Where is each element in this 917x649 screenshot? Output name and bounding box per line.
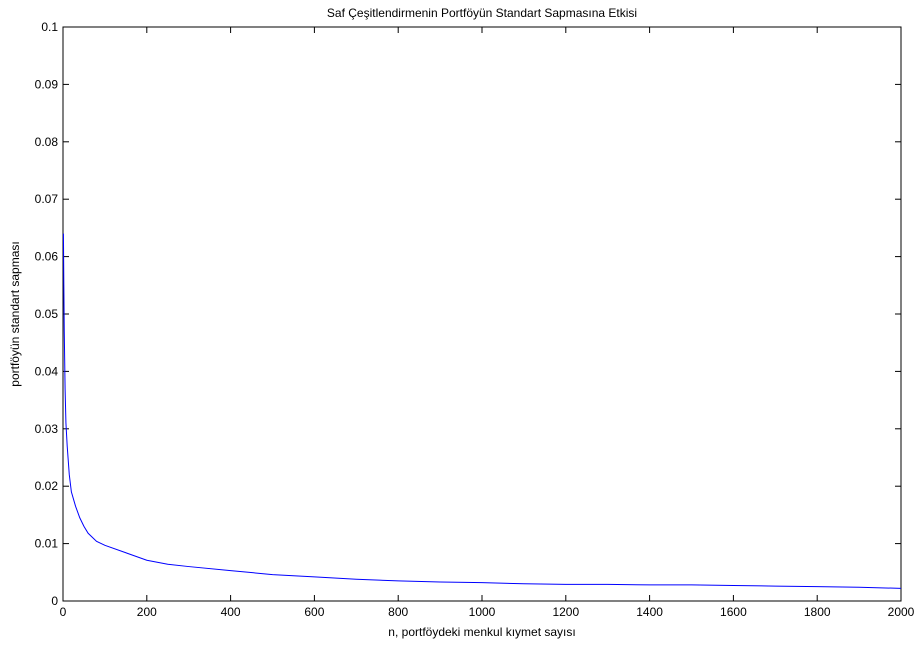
x-tick-label: 2000 — [888, 605, 915, 619]
y-tick-label: 0.05 — [35, 307, 59, 321]
series-line — [62, 233, 902, 589]
y-tick-label: 0.03 — [35, 422, 59, 436]
y-tick-label: 0.1 — [41, 20, 58, 34]
x-tick-label: 200 — [137, 605, 157, 619]
axis-ticks: 0 200 400 600 800 1000 1200 1400 1600 1800 2000 0 0.… — [35, 20, 915, 619]
y-tick-label: 0.07 — [35, 192, 59, 206]
y-tick-label: 0.09 — [35, 77, 59, 91]
x-tick-label: 0 — [60, 605, 67, 619]
y-tick-label: 0.04 — [35, 364, 59, 378]
y-tick-label: 0.08 — [35, 135, 59, 149]
plot-area-frame — [62, 26, 902, 602]
x-tick-label: 800 — [388, 605, 408, 619]
y-tick-label: 0.01 — [35, 537, 59, 551]
x-tick-label: 600 — [304, 605, 324, 619]
x-tick-label: 1600 — [720, 605, 747, 619]
x-tick-label: 1000 — [469, 605, 496, 619]
x-tick-label: 1200 — [552, 605, 579, 619]
x-tick-label: 400 — [221, 605, 241, 619]
y-tick-label: 0 — [51, 594, 58, 608]
chart-title: Saf Çeşitlendirmenin Portföyün Standart … — [327, 6, 637, 20]
x-tick-label: 1400 — [636, 605, 663, 619]
series-layer — [62, 233, 902, 589]
x-axis-label: n, portföydeki menkul kıymet sayısı — [388, 625, 575, 639]
y-tick-label: 0.02 — [35, 479, 59, 493]
x-tick-label: 1800 — [804, 605, 831, 619]
y-tick-label: 0.06 — [35, 250, 59, 264]
y-axis-label: portföyün standart sapması — [8, 241, 22, 386]
